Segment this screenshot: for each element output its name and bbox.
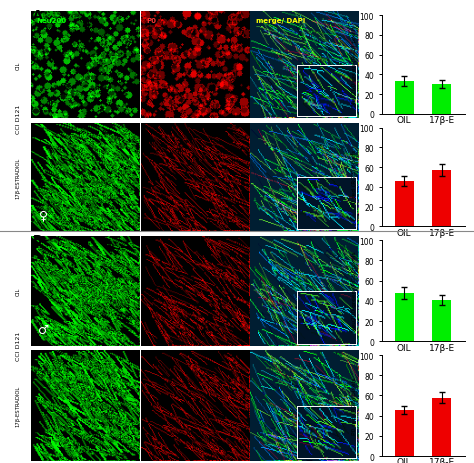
Bar xyxy=(432,85,451,115)
Bar xyxy=(395,181,414,227)
Text: ♀: ♀ xyxy=(39,209,48,222)
Text: 17β-ESTRADIOL: 17β-ESTRADIOL xyxy=(15,385,20,426)
Bar xyxy=(432,171,451,227)
Text: ♂: ♂ xyxy=(38,323,49,336)
Y-axis label: P0 red (RGB) pixels: P0 red (RGB) pixels xyxy=(352,377,356,434)
Bar xyxy=(395,410,414,456)
Text: merge/ DAPI: merge/ DAPI xyxy=(256,18,305,24)
Text: P0: P0 xyxy=(146,18,156,24)
Text: CCI D121: CCI D121 xyxy=(17,332,21,361)
Bar xyxy=(395,293,414,342)
Bar xyxy=(432,398,451,456)
Text: A: A xyxy=(33,9,43,22)
Text: 17β-ESTRADIOL: 17β-ESTRADIOL xyxy=(15,157,20,198)
Text: OIL: OIL xyxy=(15,287,20,295)
Text: OIL: OIL xyxy=(15,61,20,69)
Y-axis label: Neu200 green (RGB) pixels: Neu200 green (RGB) pixels xyxy=(352,251,356,332)
Text: B: B xyxy=(33,234,43,247)
Bar xyxy=(395,82,414,115)
Text: CCI D121: CCI D121 xyxy=(17,105,21,134)
Text: Neu200: Neu200 xyxy=(36,18,66,24)
Y-axis label: Neu200 green (RGB) pixels: Neu200 green (RGB) pixels xyxy=(352,25,356,106)
Bar xyxy=(432,300,451,342)
Y-axis label: P0 red (RGB) pixels: P0 red (RGB) pixels xyxy=(352,149,356,206)
